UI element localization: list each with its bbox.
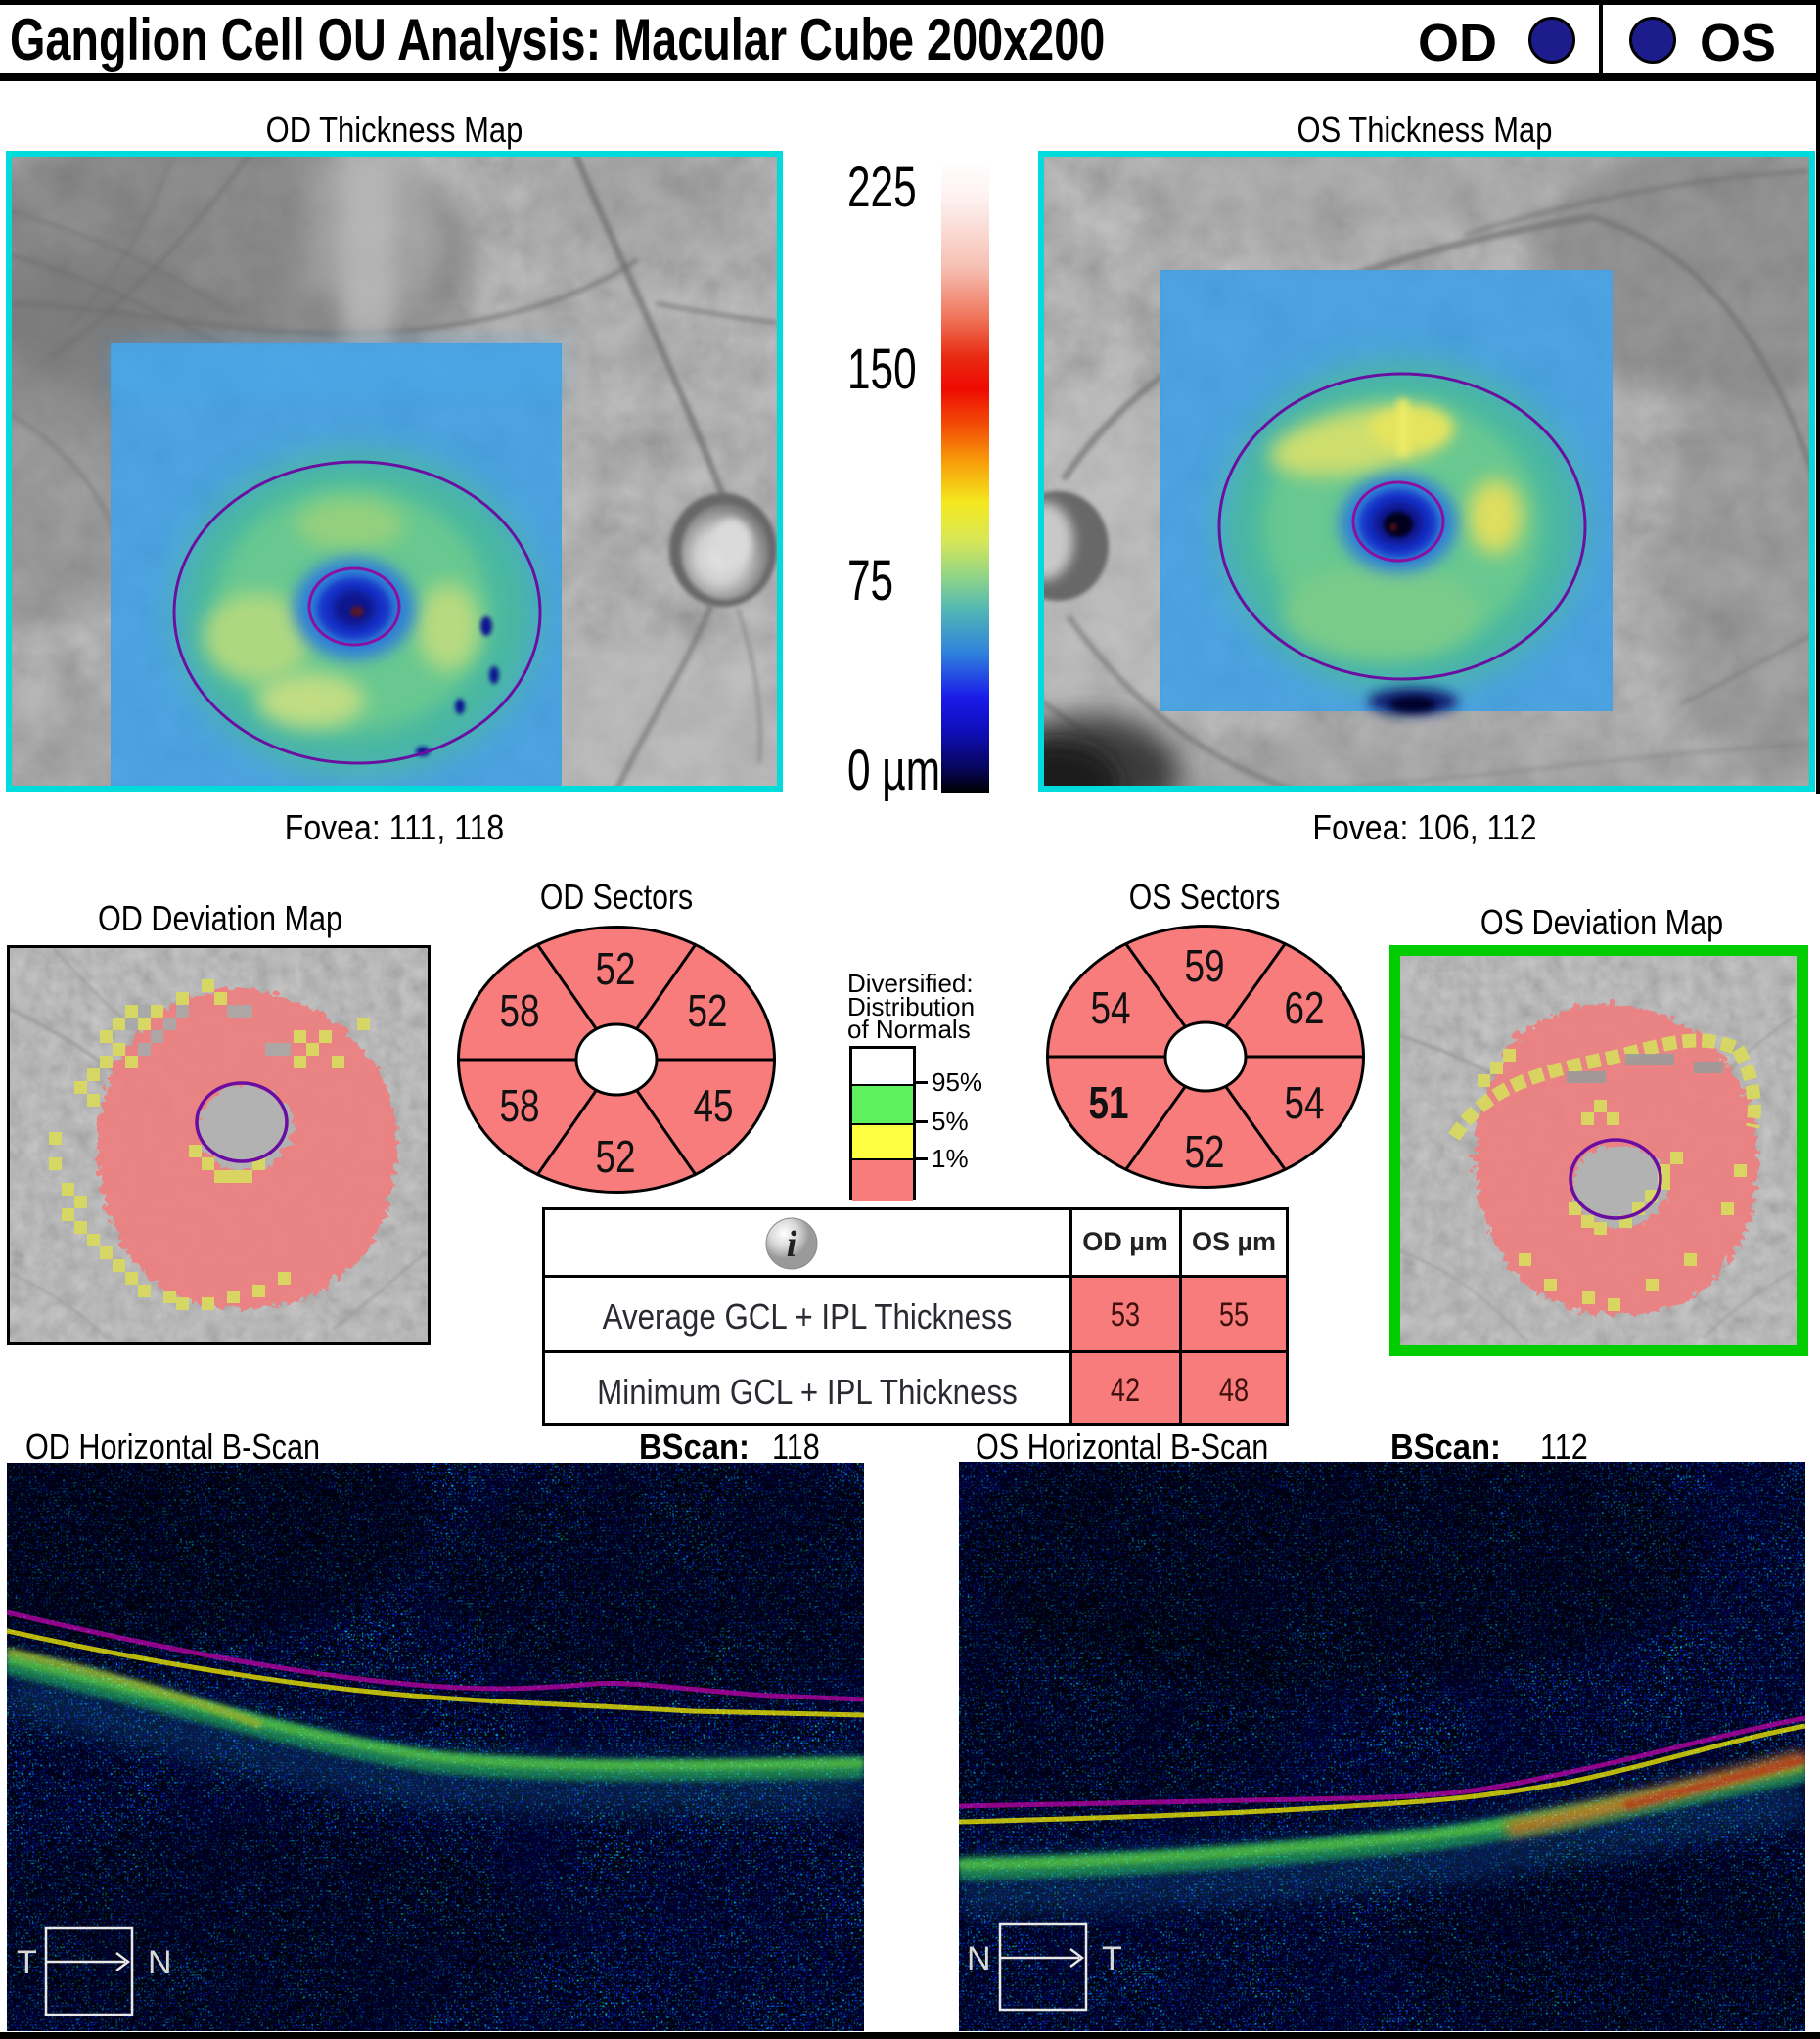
svg-text:59: 59 bbox=[1185, 940, 1225, 991]
svg-text:N: N bbox=[967, 1940, 991, 1977]
svg-text:N: N bbox=[148, 1944, 172, 1981]
svg-text:52: 52 bbox=[688, 985, 728, 1036]
svg-text:58: 58 bbox=[500, 985, 540, 1036]
svg-text:58: 58 bbox=[500, 1080, 540, 1131]
svg-text:52: 52 bbox=[1185, 1126, 1225, 1177]
svg-text:62: 62 bbox=[1285, 982, 1325, 1033]
svg-text:52: 52 bbox=[596, 943, 636, 994]
svg-text:52: 52 bbox=[596, 1131, 636, 1182]
svg-text:54: 54 bbox=[1091, 982, 1131, 1033]
svg-text:51: 51 bbox=[1089, 1077, 1129, 1128]
svg-text:45: 45 bbox=[694, 1080, 734, 1131]
svg-text:54: 54 bbox=[1285, 1077, 1325, 1128]
svg-text:T: T bbox=[1102, 1940, 1122, 1977]
svg-text:T: T bbox=[17, 1944, 37, 1981]
svg-text:i: i bbox=[787, 1224, 797, 1265]
